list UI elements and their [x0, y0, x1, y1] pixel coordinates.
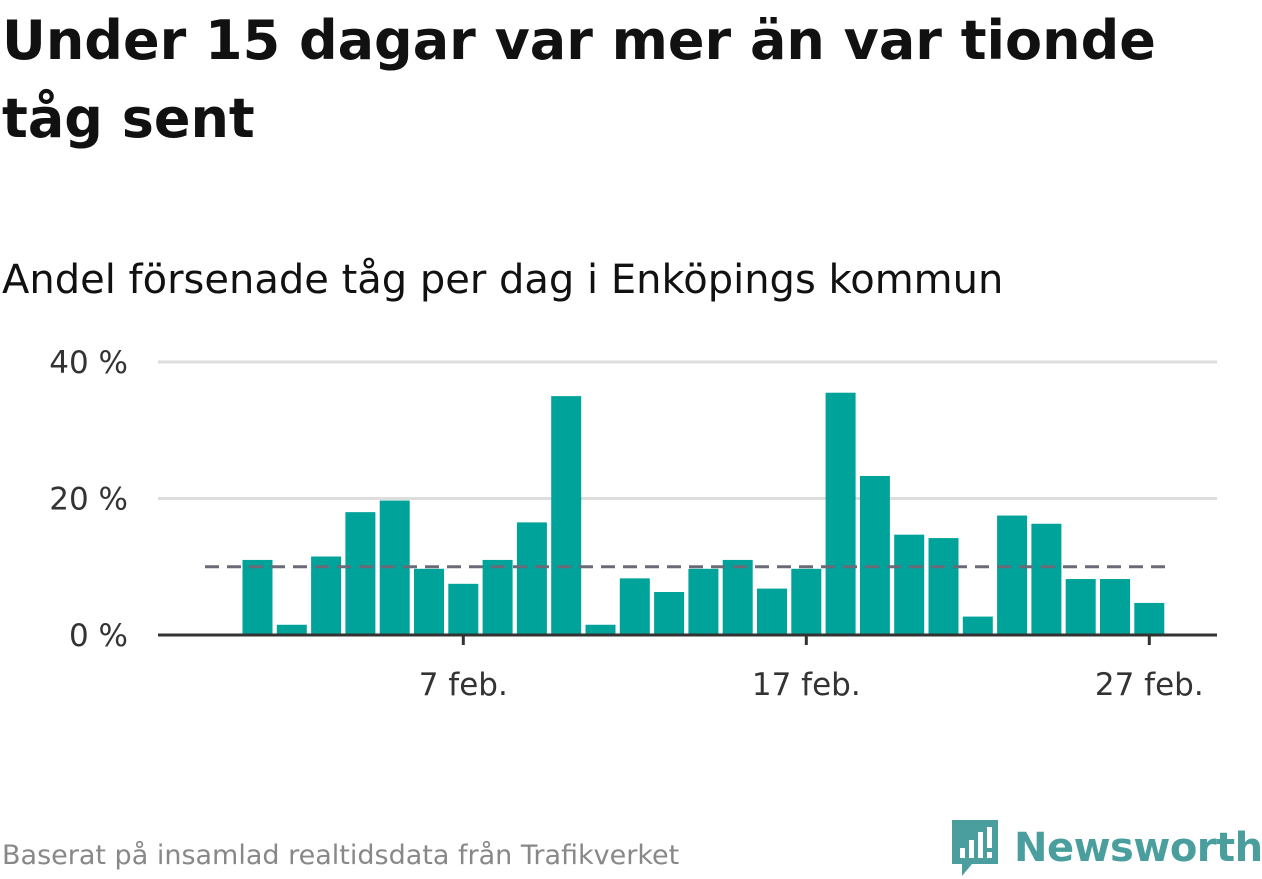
y-tick-label: 20 %: [49, 482, 128, 518]
bar-day-3: [311, 556, 342, 635]
chart-subtitle: Andel försenade tåg per dag i Enköpings …: [2, 257, 1004, 303]
bar-day-1: [242, 559, 273, 635]
bar-day-26: [1100, 579, 1130, 635]
x-tick-label: 7 feb.: [419, 667, 508, 703]
axes: [158, 633, 1217, 645]
bar-day-18: [825, 392, 856, 635]
bar-day-17: [791, 568, 822, 635]
bar-day-20: [894, 534, 925, 635]
bar-day-22: [962, 616, 993, 635]
bar-day-7: [448, 583, 479, 635]
bar-day-11: [585, 624, 616, 635]
x-tick-label: 27 feb.: [1095, 667, 1204, 703]
y-tick-label: 40 %: [49, 345, 128, 381]
bar-day-8: [482, 559, 513, 635]
bar-day-15: [722, 559, 753, 635]
bar-day-21: [928, 538, 959, 635]
bars: [242, 392, 1165, 635]
source-note: Baserat på insamlad realtidsdata från Tr…: [2, 840, 680, 871]
newsworthy-logo-icon: [952, 820, 998, 876]
bar-chart: 0 % 20 % 40 % 7 feb. 17 feb. 27 feb.: [49, 345, 1217, 703]
tick-labels: 0 % 20 % 40 % 7 feb. 17 feb. 27 feb.: [49, 345, 1203, 703]
y-tick-label: 0 %: [69, 618, 128, 654]
bar-day-23: [997, 515, 1028, 635]
bar-day-2: [276, 624, 307, 635]
bar-day-9: [516, 522, 547, 635]
bar-day-16: [757, 588, 787, 635]
x-tick-label: 17 feb.: [752, 667, 861, 703]
chart-title: Under 15 dagar var mer än var tionde tåg…: [2, 9, 1156, 150]
bar-day-25: [1065, 579, 1096, 635]
brand-logo[interactable]: Newsworthy: [950, 818, 1262, 878]
bar-day-24: [1031, 523, 1062, 635]
bar-day-19: [859, 475, 890, 635]
bar-day-27: [1134, 602, 1165, 635]
bar-day-13: [654, 592, 685, 635]
bar-day-14: [688, 568, 719, 635]
bar-day-12: [619, 578, 650, 635]
bar-day-6: [414, 568, 444, 635]
bar-day-4: [345, 512, 376, 635]
brand-name: Newsworthy: [1014, 825, 1262, 871]
grid-lines: [158, 360, 1217, 500]
bar-day-10: [551, 396, 582, 635]
